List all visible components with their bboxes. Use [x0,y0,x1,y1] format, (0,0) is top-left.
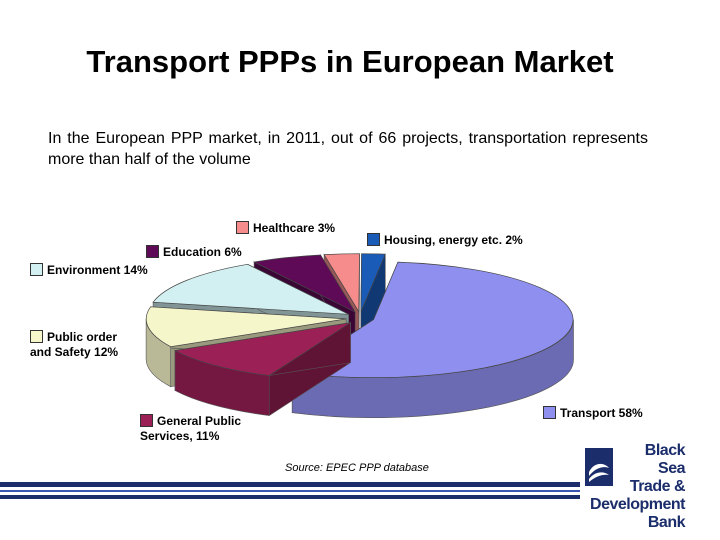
bank-logo-text: Black Sea Trade & Development Bank [590,442,685,531]
legend-label-healthcare: Healthcare 3% [236,221,335,236]
legend-label-transport: Transport 58% [543,406,643,421]
legend-swatch-education [146,245,159,258]
slide-subtitle: In the European PPP market, in 2011, out… [48,130,648,168]
bank-logo-mark-icon [585,448,613,486]
slide-title: Transport PPPs in European Market [86,44,614,79]
footer-bar-top [0,482,580,487]
legend-swatch-general-public [140,414,153,427]
bank-logo: Black Sea Trade & Development Bank [585,442,685,534]
legend-swatch-environment [30,263,43,276]
legend-label-education: Education 6% [146,245,242,260]
legend-swatch-healthcare [236,221,249,234]
source-note: Source: EPEC PPP database [285,462,429,474]
legend-swatch-public-order [30,330,43,343]
legend-swatch-housing [367,233,380,246]
footer-bar-bottom [0,495,580,499]
legend-label-general-public: General Public Services, 11% [140,414,242,443]
legend-label-housing: Housing, energy etc. 2% [367,233,523,248]
legend-label-public-order: Public order and Safety 12% [30,330,119,359]
legend-swatch-transport [543,406,556,419]
legend-label-environment: Environment 14% [30,263,148,278]
footer-bar-middle [0,490,580,492]
pie-slice-general-public-services [173,322,351,417]
